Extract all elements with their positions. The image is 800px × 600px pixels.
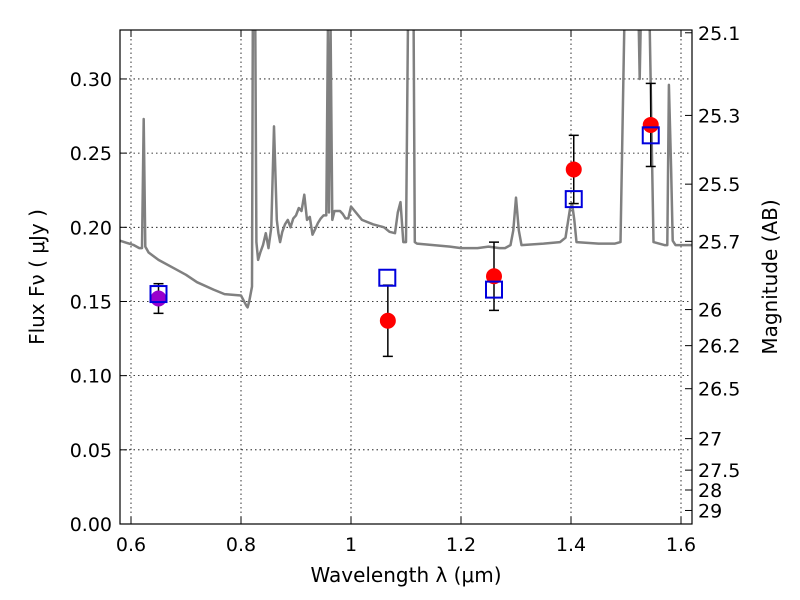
x-tick-label: 1 xyxy=(345,534,357,556)
plot-frame xyxy=(119,29,693,525)
y-tick-label: 0.20 xyxy=(70,217,112,239)
mag-tick-label: 26.2 xyxy=(698,336,740,358)
model-band-point xyxy=(378,268,397,287)
mag-tick-label: 29 xyxy=(698,500,722,522)
observed-point xyxy=(150,290,167,307)
model-band-point xyxy=(641,126,660,145)
observed-point xyxy=(379,312,396,329)
x-axis-label: Wavelength λ (μm) xyxy=(310,563,501,587)
y-axis-label: Flux Fν ( μJy ) xyxy=(25,209,49,345)
observed-point xyxy=(642,116,659,133)
x-tick-label: 1.4 xyxy=(556,534,586,556)
observed-point xyxy=(565,161,582,178)
y-tick-label: 0.00 xyxy=(70,514,112,536)
y-tick-label: 0.10 xyxy=(70,366,112,388)
x-tick-label: 0.8 xyxy=(226,534,256,556)
x-axis-ticks: 0.6 0.8 1 1.2 1.4 1.6 xyxy=(116,30,696,556)
mag-tick-label: 26.5 xyxy=(698,379,740,401)
data-markers xyxy=(149,82,660,358)
x-tick-label: 0.6 xyxy=(116,534,146,556)
x-tick-label: 1.2 xyxy=(446,534,476,556)
model-band-point xyxy=(149,285,168,304)
model-band-point xyxy=(564,190,583,209)
model-band-point xyxy=(485,280,503,299)
mag-tick-label: 25.7 xyxy=(698,231,740,253)
mag-tick-label: 27.5 xyxy=(698,460,740,482)
mag-tick-label: 25.5 xyxy=(698,174,740,196)
y-tick-label: 0.15 xyxy=(70,291,112,313)
model-sed-series xyxy=(120,30,692,309)
y-tick-label: 0.30 xyxy=(70,69,112,91)
y-tick-label: 0.05 xyxy=(70,440,112,462)
mag-tick-label: 25.3 xyxy=(698,105,740,127)
y-axis-ticks: 0.00 0.05 0.10 0.15 0.20 0.25 0.30 xyxy=(70,69,127,536)
y-tick-label: 0.25 xyxy=(70,143,112,165)
observed-point xyxy=(486,268,502,285)
mag-tick-label: 27 xyxy=(698,429,722,451)
model-sed-line xyxy=(120,30,692,309)
mag-tick-label: 26 xyxy=(698,300,722,322)
right-axis-label: Magnitude (AB) xyxy=(758,199,782,354)
x-tick-label: 1.6 xyxy=(666,534,696,556)
mag-tick-label: 28 xyxy=(698,480,722,502)
mag-tick-label: 25.1 xyxy=(698,23,740,45)
